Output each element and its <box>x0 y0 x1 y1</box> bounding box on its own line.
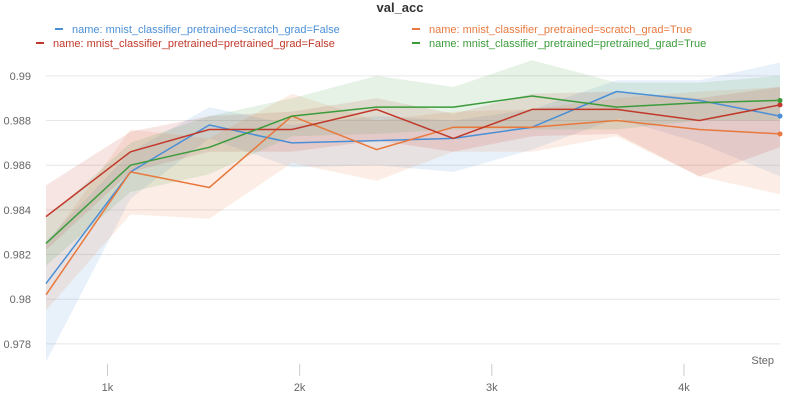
legend-label: name: mnist_classifier_pretrained=scratc… <box>72 24 340 36</box>
series-band <box>46 87 780 251</box>
x-tick-label: 1k <box>102 382 114 394</box>
series-band <box>46 60 780 266</box>
series-endpoint[interactable] <box>777 113 783 119</box>
series-line[interactable] <box>45 104 781 218</box>
legend: name: mnist_classifier_pretrained=scratc… <box>36 24 706 50</box>
legend-item-scratch-grad-true[interactable]: name: mnist_classifier_pretrained=scratc… <box>412 24 692 36</box>
y-tick-label: 0.984 <box>3 205 31 217</box>
y-tick-label: 0.988 <box>3 116 31 128</box>
legend-item-pretrained-grad-false[interactable]: name: mnist_classifier_pretrained=pretra… <box>36 38 335 50</box>
x-axis-ticks: 1k 2k 3k 4k <box>102 364 690 394</box>
grid <box>46 75 780 345</box>
x-tick-label: 4k <box>678 382 690 394</box>
series-line[interactable] <box>45 90 781 285</box>
series-line[interactable] <box>45 115 781 296</box>
y-tick-label: 0.986 <box>3 160 31 172</box>
y-tick-label: 0.99 <box>10 71 31 83</box>
y-tick-label: 0.978 <box>3 339 31 351</box>
x-tick-label: 2k <box>294 382 306 394</box>
series-endpoints <box>777 97 783 137</box>
y-tick-label: 0.982 <box>3 250 31 262</box>
chart-title: val_acc <box>377 0 424 15</box>
y-axis-ticks: 0.978 0.98 0.982 0.984 0.986 0.988 0.99 <box>3 71 31 351</box>
x-axis-label: Step <box>751 355 774 367</box>
legend-item-pretrained-grad-true[interactable]: name: mnist_classifier_pretrained=pretra… <box>412 38 706 50</box>
x-tick-label: 3k <box>486 382 498 394</box>
series-line[interactable] <box>45 95 781 244</box>
legend-item-scratch-grad-false[interactable]: name: mnist_classifier_pretrained=scratc… <box>55 24 340 36</box>
series-endpoint[interactable] <box>777 131 783 137</box>
legend-label: name: mnist_classifier_pretrained=pretra… <box>429 38 706 50</box>
series-endpoint[interactable] <box>777 97 783 103</box>
series-band <box>46 87 780 311</box>
legend-label: name: mnist_classifier_pretrained=pretra… <box>53 38 335 50</box>
y-tick-label: 0.98 <box>10 294 31 306</box>
confidence-bands <box>46 60 780 362</box>
legend-label: name: mnist_classifier_pretrained=scratc… <box>429 24 692 36</box>
series-lines <box>45 90 781 296</box>
series-band <box>46 62 780 362</box>
series-endpoint[interactable] <box>777 102 783 108</box>
